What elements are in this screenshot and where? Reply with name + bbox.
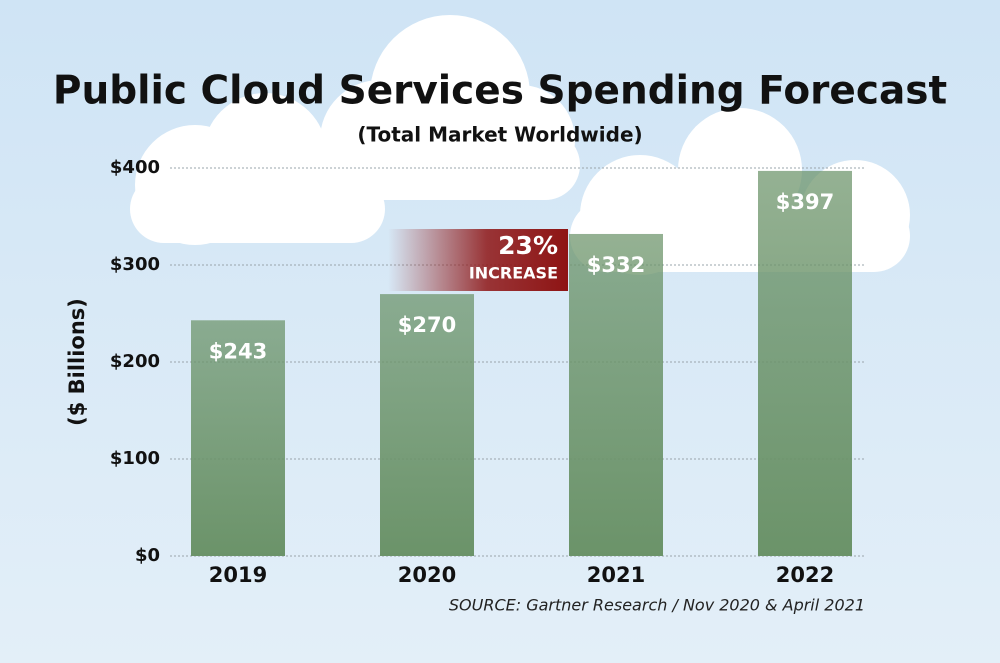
annotation-text: 23% [498, 231, 558, 260]
value-label: $332 [587, 253, 645, 277]
source-note: SOURCE: Gartner Research / Nov 2020 & Ap… [449, 596, 865, 615]
x-tick-label: 2022 [776, 563, 834, 587]
y-axis-label: ($ Billions) [65, 298, 89, 426]
bar [380, 294, 474, 556]
y-tick-label: $300 [110, 254, 160, 275]
y-tick-label: $0 [135, 545, 160, 566]
chart-subtitle: (Total Market Worldwide) [357, 123, 642, 147]
y-tick-label: $200 [110, 351, 160, 372]
y-tick-label: $400 [110, 157, 160, 178]
value-label: $243 [209, 339, 267, 363]
bar [758, 170, 852, 556]
annotation-box [388, 229, 568, 291]
cloud-middle [320, 15, 580, 200]
cloud-left [130, 93, 385, 245]
bar [569, 233, 663, 556]
x-tick-label: 2020 [398, 563, 456, 587]
y-tick-label: $100 [110, 448, 160, 469]
bar [191, 320, 285, 556]
annotation-subtext: INCREASE [469, 264, 558, 283]
x-tick-label: 2019 [209, 563, 267, 587]
chart-title: Public Cloud Services Spending Forecast [53, 69, 947, 114]
value-label: $397 [776, 190, 834, 214]
value-label: $270 [398, 313, 456, 337]
x-tick-label: 2021 [587, 563, 645, 587]
